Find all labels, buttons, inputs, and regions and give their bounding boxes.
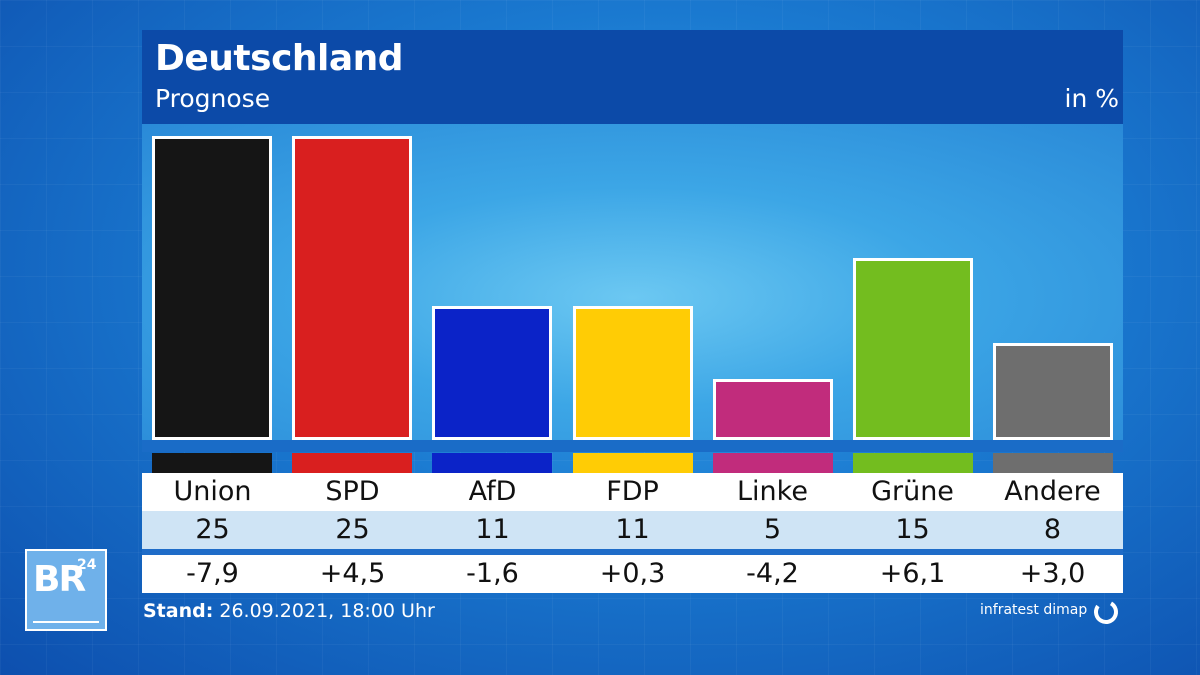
swatch-grüne — [853, 453, 973, 473]
change-label: +4,5 — [319, 558, 386, 589]
stand-label: Stand: — [143, 600, 214, 622]
party-label: Linke — [737, 476, 808, 507]
bar-fdp — [573, 306, 693, 440]
swatch-union — [152, 453, 272, 473]
party-values-row: 25 25 11 11 5 15 8 — [142, 511, 1123, 549]
br-logo-number: 24 — [77, 557, 97, 573]
chart-title: Deutschland — [155, 38, 404, 79]
value-label: 5 — [763, 514, 782, 545]
chart-header: Deutschland Prognose in % — [142, 30, 1123, 124]
bar-linke — [713, 379, 833, 440]
party-labels-row: Union SPD AfD FDP Linke Grüne Andere — [142, 473, 1123, 511]
bar-andere — [993, 343, 1113, 440]
party-label: AfD — [468, 476, 517, 507]
swatch-spd — [292, 453, 412, 473]
change-label: -7,9 — [186, 558, 239, 589]
value-label: 15 — [895, 514, 930, 545]
change-label: -1,6 — [466, 558, 519, 589]
party-label: Andere — [1004, 476, 1101, 507]
swatch-andere — [993, 453, 1113, 473]
change-label: +6,1 — [879, 558, 946, 589]
value-label: 11 — [615, 514, 650, 545]
value-label: 8 — [1043, 514, 1062, 545]
row-separator — [142, 549, 1123, 555]
baseline — [142, 440, 1123, 452]
stand-value: 26.09.2021, 18:00 Uhr — [219, 600, 435, 622]
br24-logo: BR 24 — [25, 549, 107, 631]
unit-label: in % — [1064, 84, 1120, 113]
plot-area — [142, 124, 1123, 440]
br-logo-text: BR — [33, 559, 86, 600]
bar-union — [152, 136, 272, 440]
value-label: 25 — [335, 514, 370, 545]
br-logo-line — [33, 621, 99, 623]
swatch-afd — [432, 453, 552, 473]
value-label: 25 — [195, 514, 230, 545]
bar-afd — [432, 306, 552, 440]
chart-panel: Deutschland Prognose in % Union SPD AfD FDP… — [142, 30, 1123, 593]
value-label: 11 — [475, 514, 510, 545]
swatch-linke — [713, 453, 833, 473]
party-label: Union — [173, 476, 252, 507]
chart-subtitle: Prognose — [155, 84, 271, 113]
change-label: +0,3 — [599, 558, 666, 589]
source-label: infratest dimap — [980, 602, 1088, 618]
change-label: +3,0 — [1019, 558, 1086, 589]
party-label: Grüne — [871, 476, 954, 507]
party-label: FDP — [606, 476, 659, 507]
timestamp: Stand: 26.09.2021, 18:00 Uhr — [143, 600, 435, 622]
bar-grüne — [853, 258, 973, 440]
swatch-fdp — [573, 453, 693, 473]
bar-spd — [292, 136, 412, 440]
party-label: SPD — [325, 476, 380, 507]
change-label: -4,2 — [746, 558, 799, 589]
infratest-logo-icon — [1094, 600, 1118, 624]
party-changes-row: -7,9 +4,5 -1,6 +0,3 -4,2 +6,1 +3,0 — [142, 555, 1123, 593]
